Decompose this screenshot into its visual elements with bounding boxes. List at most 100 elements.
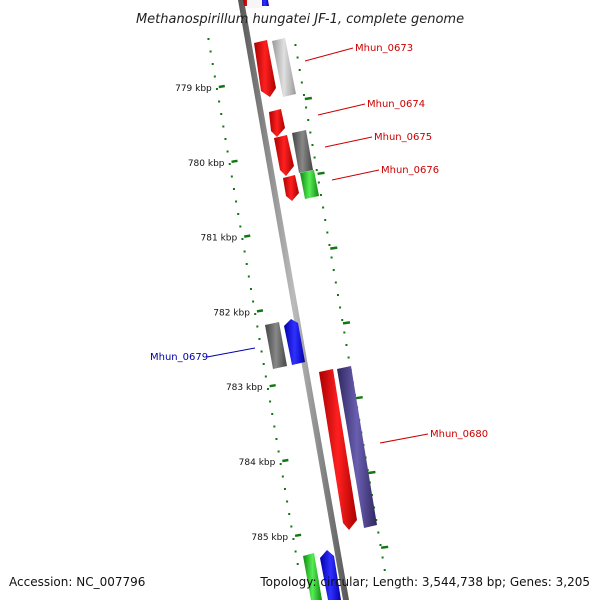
scale-dot: [345, 344, 348, 346]
scale-tick: [282, 458, 289, 463]
scale-tick-label: 781 kbp: [201, 234, 238, 244]
scale-tick: [218, 84, 225, 89]
scale-dot: [381, 556, 384, 559]
scale-dot: [324, 219, 327, 221]
scale-dot: [239, 225, 242, 228]
gene-feature[interactable]: [260, 0, 269, 6]
scale-tick: [342, 321, 351, 325]
scale-dot: [328, 244, 331, 246]
scale-dot: [264, 375, 267, 378]
scale-dot: [249, 288, 252, 290]
gene-label-mhun-0673[interactable]: Mhun_0673: [355, 43, 413, 54]
scale-dot: [243, 250, 246, 253]
gene-label-mhun-0674[interactable]: Mhun_0674: [367, 99, 425, 110]
gene-feature[interactable]: [319, 369, 357, 530]
scale-dot: [292, 538, 295, 540]
gene-feature[interactable]: [247, 0, 262, 8]
gene-feature[interactable]: [274, 135, 294, 176]
scale-tick-label: 780 kbp: [188, 159, 225, 169]
scale-dot: [326, 231, 329, 234]
gene-feature[interactable]: [283, 175, 299, 201]
scale-dot: [283, 488, 286, 490]
scale-dot: [313, 156, 316, 159]
gene-label-mhun-0679[interactable]: Mhun_0679: [150, 352, 208, 363]
scale-tick: [330, 246, 338, 250]
gene-feature-mhun-0680[interactable]: [337, 366, 377, 528]
scale-dot: [275, 438, 278, 440]
scale-dot: [235, 200, 238, 203]
scale-dot: [260, 350, 263, 353]
scale-dot: [330, 256, 333, 259]
gene-label-mhun-0680[interactable]: Mhun_0680: [430, 429, 488, 440]
scale-tick: [256, 309, 264, 313]
scale-dot: [228, 163, 231, 165]
scale-dot: [254, 313, 257, 315]
scale-dot: [247, 275, 250, 278]
scale-dot: [211, 63, 214, 65]
scale-dot: [266, 388, 269, 390]
scale-dot: [300, 81, 303, 84]
scale-dot: [232, 188, 235, 190]
scale-dot: [379, 544, 382, 546]
scale-tick: [231, 159, 238, 164]
gene-feature[interactable]: [265, 322, 287, 369]
scale-dot: [347, 356, 350, 359]
accession-text: Accession: NC_007796: [9, 575, 145, 589]
scale-dot: [307, 119, 310, 121]
scale-dot: [258, 338, 261, 340]
scale-tick: [355, 395, 363, 400]
genome-summary-text: Topology: circular; Length: 3,544,738 bp…: [259, 575, 590, 589]
scale-tick: [317, 171, 325, 176]
scale-dot: [343, 331, 346, 334]
scale-dot: [311, 144, 314, 146]
scale-tick: [304, 96, 313, 101]
scale-dot: [273, 425, 276, 428]
scale-dot: [226, 150, 229, 153]
scale-dot: [281, 475, 284, 478]
gene-feature[interactable]: [303, 553, 322, 600]
scale-dot: [218, 100, 221, 103]
scale-dot: [279, 463, 282, 465]
scale-dot: [315, 169, 318, 171]
scale-dot: [298, 69, 301, 71]
scale-dot: [317, 181, 320, 184]
scale-tick-label: 785 kbp: [251, 533, 288, 543]
gene-label-mhun-0675[interactable]: Mhun_0675: [374, 132, 432, 143]
scale-dot: [213, 75, 216, 78]
scale-dot: [334, 281, 337, 284]
gene-track: [243, 0, 377, 600]
scale-dot: [241, 238, 244, 240]
gene-feature-mhun-0675[interactable]: [292, 130, 313, 173]
gene-label-mhun-0676[interactable]: Mhun_0676: [381, 165, 439, 176]
scale-tick: [368, 470, 376, 475]
scale-dot: [322, 206, 325, 209]
scale-dot: [296, 563, 299, 565]
scale-tick-label: 784 kbp: [239, 458, 276, 468]
scale-tick: [269, 383, 276, 388]
scale-dot: [252, 300, 255, 303]
scale-dot: [245, 263, 248, 265]
scale-tick-label: 779 kbp: [175, 84, 212, 94]
gene-feature-mhun-0674[interactable]: [269, 109, 285, 137]
scale-dot: [277, 450, 280, 453]
gene-feature[interactable]: [272, 38, 296, 97]
gene-feature-mhun-0679[interactable]: [284, 319, 305, 365]
scale-dot: [294, 550, 297, 553]
gene-feature-mhun-0676[interactable]: [300, 170, 319, 199]
scale-dot: [286, 500, 289, 503]
gene-label-leaders: [206, 47, 429, 444]
gene-feature[interactable]: [320, 550, 341, 600]
scale-dot: [222, 125, 225, 128]
scale-dot: [271, 413, 274, 415]
scale-tick: [380, 545, 389, 550]
scale-dot: [383, 569, 386, 571]
scale-dot: [332, 269, 335, 271]
scale-tick: [294, 533, 302, 538]
scale-dot: [341, 319, 344, 321]
scale-dot: [296, 56, 299, 59]
scale-dot: [269, 400, 272, 403]
scale-dot: [215, 88, 218, 90]
gene-feature-mhun-0673[interactable]: [254, 40, 276, 97]
map-title: Methanospirillum hungatei JF-1, complete…: [136, 12, 464, 27]
scale-dot: [339, 306, 342, 309]
